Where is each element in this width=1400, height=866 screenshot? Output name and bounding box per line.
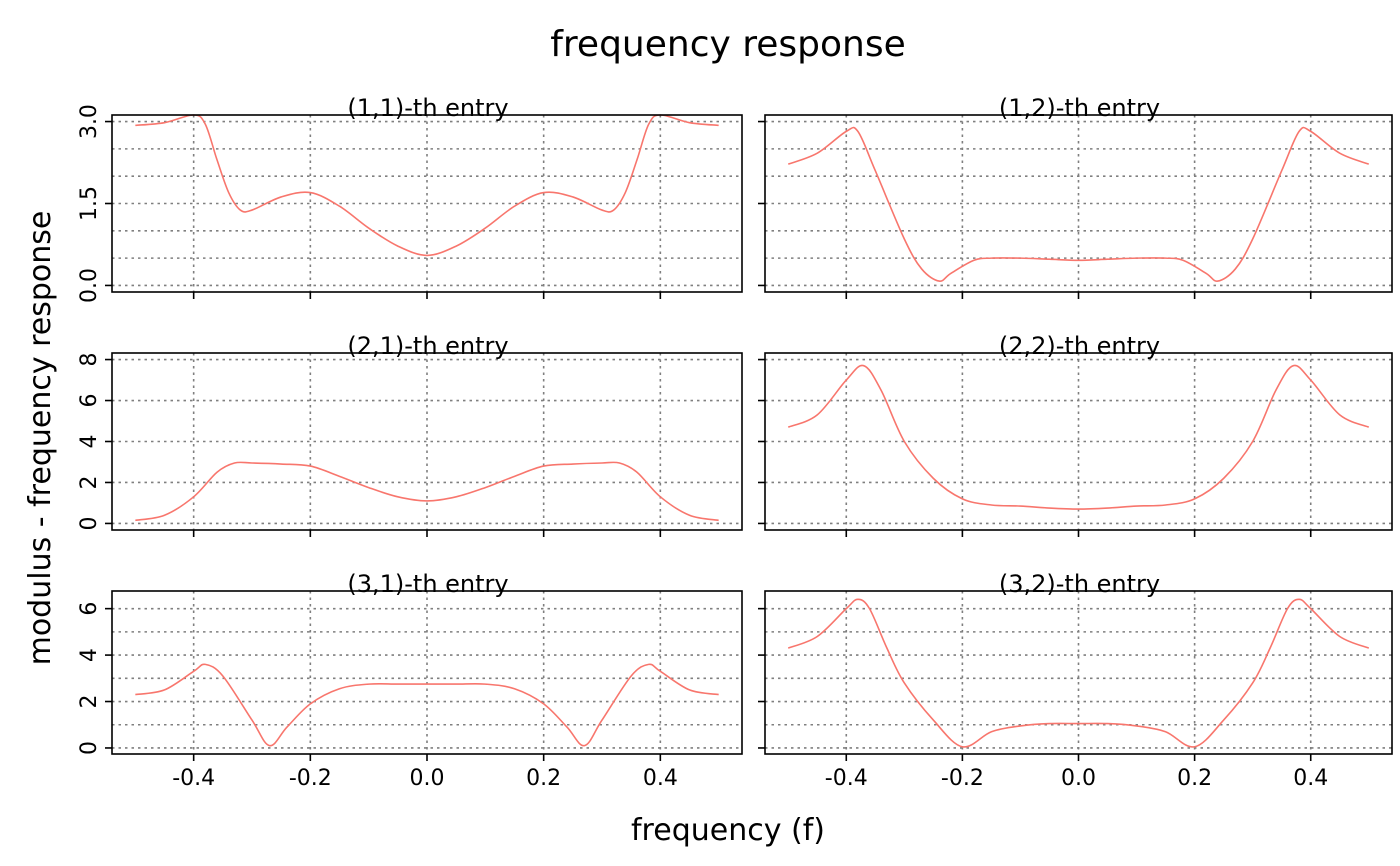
x-tick-label: -0.4	[825, 766, 868, 791]
panel-title: (2,1)-th entry	[347, 332, 508, 360]
y-tick-label: 0	[77, 741, 102, 755]
x-tick-label: -0.4	[172, 766, 215, 791]
panel-title: (2,2)-th entry	[999, 332, 1160, 360]
panel-title: (3,1)-th entry	[347, 570, 508, 598]
x-tick-label: 0.4	[1293, 766, 1328, 791]
panel-3-2: (3,2)-th entry -0.4 -0.2 0.0 0.2 0.4	[758, 570, 1393, 791]
y-tick-label: 2	[77, 695, 102, 709]
x-tick-label: 0.0	[1061, 766, 1096, 791]
series-line	[787, 598, 1370, 748]
panel-grid: (1,1)-th entry 0.0 1.5 3.0 (1,2)-th entry (2,…	[77, 94, 1393, 791]
y-tick-label: 6	[77, 394, 102, 408]
y-axis-label: modulus - frequency response	[23, 211, 58, 666]
x-axis-label: frequency (f)	[631, 813, 825, 848]
x-tick-label: -0.2	[289, 766, 332, 791]
y-tick-label: 4	[77, 435, 102, 449]
x-tick-label: 0.4	[643, 766, 678, 791]
panel-3-1: (3,1)-th entry -0.4 -0.2 0.0 0.2 0.4 0 2 4 6	[77, 570, 743, 791]
panel-1-2: (1,2)-th entry	[758, 94, 1393, 299]
y-tick-label: 2	[77, 475, 102, 489]
panel-2-1: (2,1)-th entry 0 2 4 6 8	[77, 332, 743, 537]
y-tick-label: 8	[77, 353, 102, 367]
x-tick-label: 0.2	[526, 766, 561, 791]
series-line	[135, 663, 719, 747]
series-line	[787, 364, 1370, 510]
panel-2-2: (2,2)-th entry	[758, 332, 1393, 537]
panel-1-1: (1,1)-th entry 0.0 1.5 3.0	[77, 94, 743, 303]
chart-title: frequency response	[550, 24, 906, 65]
panel-title: (3,2)-th entry	[999, 570, 1160, 598]
y-tick-label: 0	[77, 516, 102, 530]
y-tick-label: 3.0	[77, 104, 102, 139]
series-line	[135, 114, 719, 257]
x-tick-label: -0.2	[941, 766, 984, 791]
panel-title: (1,2)-th entry	[999, 94, 1160, 122]
y-tick-label: 1.5	[77, 186, 102, 221]
panel-title: (1,1)-th entry	[347, 94, 508, 122]
y-tick-label: 0.0	[77, 268, 102, 303]
y-tick-label: 6	[77, 602, 102, 616]
x-tick-label: 0.2	[1177, 766, 1212, 791]
series-line	[135, 461, 719, 522]
series-line	[787, 126, 1370, 282]
x-tick-label: 0.0	[410, 766, 445, 791]
y-tick-label: 4	[77, 648, 102, 662]
